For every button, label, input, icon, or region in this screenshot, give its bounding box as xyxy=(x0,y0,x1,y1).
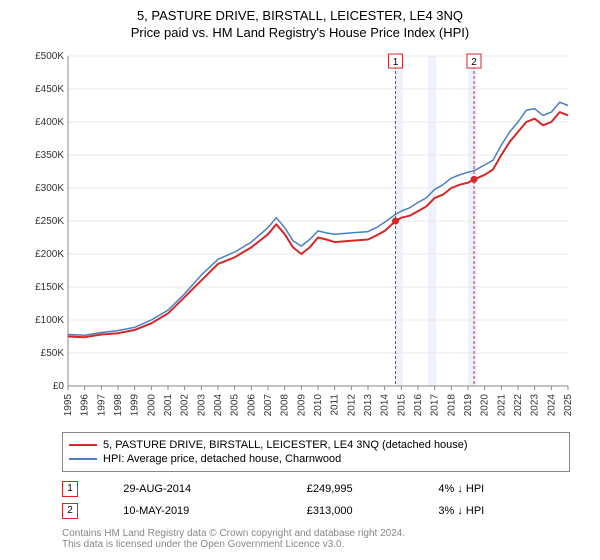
svg-text:2021: 2021 xyxy=(496,394,507,417)
svg-text:2004: 2004 xyxy=(213,394,224,417)
sale-marker: 2 xyxy=(62,503,78,519)
svg-text:2008: 2008 xyxy=(280,394,291,417)
svg-text:2024: 2024 xyxy=(546,394,557,417)
legend-swatch xyxy=(69,444,97,446)
svg-text:1998: 1998 xyxy=(113,394,124,417)
svg-text:2022: 2022 xyxy=(513,394,524,417)
svg-text:£500K: £500K xyxy=(35,51,64,62)
footer-attribution: Contains HM Land Registry data © Crown c… xyxy=(62,528,570,550)
svg-text:2010: 2010 xyxy=(313,394,324,417)
svg-text:2016: 2016 xyxy=(413,394,424,417)
svg-text:£100K: £100K xyxy=(35,315,64,326)
legend-item: HPI: Average price, detached house, Char… xyxy=(69,453,563,465)
legend-swatch xyxy=(69,458,97,460)
svg-text:£200K: £200K xyxy=(35,249,64,260)
svg-text:2: 2 xyxy=(471,57,477,68)
sales-row: 2 10-MAY-2019£313,0003% ↓ HPI xyxy=(62,500,570,522)
footer-line-1: Contains HM Land Registry data © Crown c… xyxy=(62,528,570,539)
svg-text:2001: 2001 xyxy=(163,394,174,417)
svg-text:1: 1 xyxy=(393,57,399,68)
svg-text:2011: 2011 xyxy=(330,394,341,416)
svg-text:£250K: £250K xyxy=(35,216,64,227)
svg-text:2005: 2005 xyxy=(230,394,241,417)
svg-text:2013: 2013 xyxy=(363,394,374,417)
footer-line-2: This data is licensed under the Open Gov… xyxy=(62,539,570,550)
sale-price: £313,000 xyxy=(307,500,439,522)
sales-row: 1 29-AUG-2014£249,9954% ↓ HPI xyxy=(62,478,570,500)
chart-title-2: Price paid vs. HM Land Registry's House … xyxy=(10,25,590,40)
sale-delta: 3% ↓ HPI xyxy=(438,500,570,522)
svg-text:2025: 2025 xyxy=(563,394,574,417)
chart-title-1: 5, PASTURE DRIVE, BIRSTALL, LEICESTER, L… xyxy=(10,8,590,23)
svg-text:1999: 1999 xyxy=(130,394,141,417)
svg-text:£300K: £300K xyxy=(35,183,64,194)
svg-text:1995: 1995 xyxy=(63,394,74,417)
svg-text:2003: 2003 xyxy=(196,394,207,417)
sale-delta: 4% ↓ HPI xyxy=(438,478,570,500)
legend-item: 5, PASTURE DRIVE, BIRSTALL, LEICESTER, L… xyxy=(69,439,563,451)
svg-text:£0: £0 xyxy=(53,381,65,392)
sale-marker: 1 xyxy=(62,481,78,497)
svg-text:2000: 2000 xyxy=(146,394,157,417)
sales-table: 1 29-AUG-2014£249,9954% ↓ HPI 2 10-MAY-2019… xyxy=(62,478,570,522)
chart-plot: £0 £50K £100K £150K £200K £250K £300K £350K £400… xyxy=(20,46,580,426)
svg-text:2019: 2019 xyxy=(463,394,474,417)
svg-text:2020: 2020 xyxy=(480,394,491,417)
svg-text:£450K: £450K xyxy=(35,84,64,95)
svg-text:£50K: £50K xyxy=(41,348,65,359)
legend-label: HPI: Average price, detached house, Char… xyxy=(103,453,341,465)
svg-text:£150K: £150K xyxy=(35,282,64,293)
svg-text:2023: 2023 xyxy=(530,394,541,417)
svg-text:2017: 2017 xyxy=(430,394,441,417)
svg-text:2018: 2018 xyxy=(446,394,457,417)
svg-text:1997: 1997 xyxy=(96,394,107,417)
svg-text:2007: 2007 xyxy=(263,394,274,417)
svg-text:2012: 2012 xyxy=(346,394,357,417)
svg-text:2015: 2015 xyxy=(396,394,407,417)
legend: 5, PASTURE DRIVE, BIRSTALL, LEICESTER, L… xyxy=(62,432,570,472)
sale-date: 29-AUG-2014 xyxy=(123,478,306,500)
svg-text:2002: 2002 xyxy=(180,394,191,417)
svg-text:£350K: £350K xyxy=(35,150,64,161)
sale-price: £249,995 xyxy=(307,478,439,500)
legend-label: 5, PASTURE DRIVE, BIRSTALL, LEICESTER, L… xyxy=(103,439,468,451)
svg-text:2006: 2006 xyxy=(246,394,257,417)
svg-text:2014: 2014 xyxy=(380,394,391,417)
svg-text:2009: 2009 xyxy=(296,394,307,417)
svg-text:£400K: £400K xyxy=(35,117,64,128)
sale-date: 10-MAY-2019 xyxy=(123,500,306,522)
svg-text:1996: 1996 xyxy=(80,394,91,417)
